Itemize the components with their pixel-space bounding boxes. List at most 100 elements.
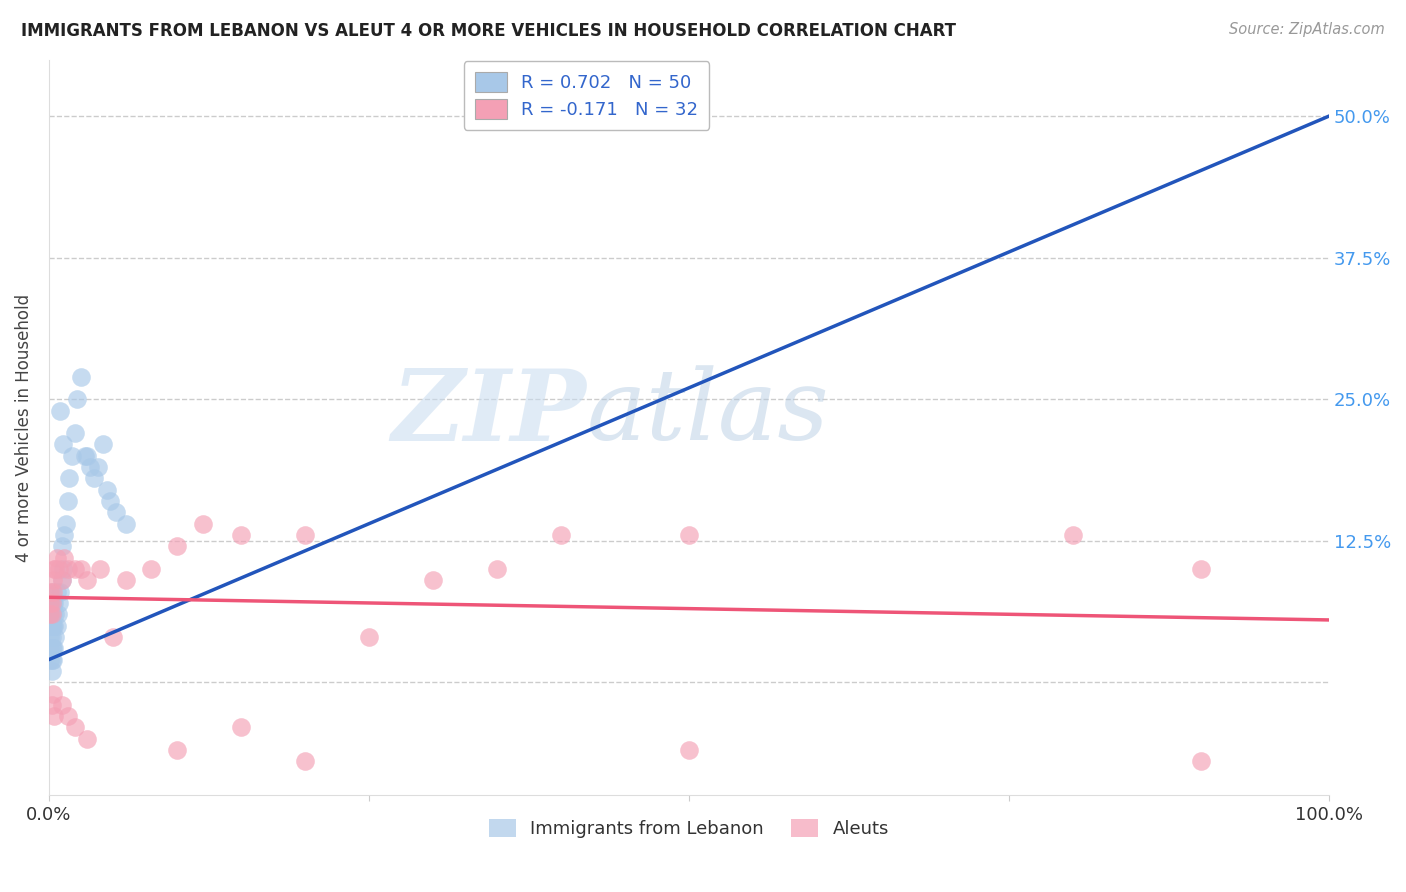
Point xyxy=(55,516,77,531)
Legend: Immigrants from Lebanon, Aleuts: Immigrants from Lebanon, Aleuts xyxy=(482,812,896,846)
Point xyxy=(294,755,316,769)
Y-axis label: 4 or more Vehicles in Household: 4 or more Vehicles in Household xyxy=(15,293,32,562)
Point xyxy=(229,721,252,735)
Point xyxy=(41,664,63,678)
Point xyxy=(100,494,122,508)
Point xyxy=(114,516,136,531)
Point xyxy=(44,607,66,622)
Point xyxy=(63,721,86,735)
Point xyxy=(229,528,252,542)
Point xyxy=(101,630,124,644)
Point xyxy=(48,596,70,610)
Point xyxy=(42,584,65,599)
Point xyxy=(42,596,65,610)
Text: Source: ZipAtlas.com: Source: ZipAtlas.com xyxy=(1229,22,1385,37)
Point xyxy=(41,596,63,610)
Point xyxy=(76,731,98,746)
Point xyxy=(76,449,98,463)
Point xyxy=(678,743,700,757)
Point xyxy=(70,562,93,576)
Point xyxy=(39,652,62,666)
Point xyxy=(56,494,79,508)
Point xyxy=(357,630,380,644)
Point xyxy=(83,471,105,485)
Point xyxy=(41,630,63,644)
Point xyxy=(42,618,65,632)
Point xyxy=(45,584,67,599)
Point xyxy=(104,505,127,519)
Point xyxy=(1189,755,1212,769)
Point xyxy=(52,437,75,451)
Point xyxy=(42,562,65,576)
Point xyxy=(48,562,70,576)
Point xyxy=(42,641,65,656)
Point xyxy=(41,607,63,622)
Text: IMMIGRANTS FROM LEBANON VS ALEUT 4 OR MORE VEHICLES IN HOUSEHOLD CORRELATION CHA: IMMIGRANTS FROM LEBANON VS ALEUT 4 OR MO… xyxy=(21,22,956,40)
Point xyxy=(63,426,86,441)
Point xyxy=(51,698,73,712)
Point xyxy=(70,369,93,384)
Point xyxy=(39,607,62,622)
Point xyxy=(51,574,73,588)
Point xyxy=(141,562,163,576)
Point xyxy=(42,641,65,656)
Point xyxy=(42,596,65,610)
Point xyxy=(76,574,98,588)
Point xyxy=(79,460,101,475)
Point xyxy=(89,562,111,576)
Point xyxy=(66,392,89,407)
Point xyxy=(44,562,66,576)
Point xyxy=(41,641,63,656)
Point xyxy=(41,698,63,712)
Point xyxy=(39,596,62,610)
Point xyxy=(678,528,700,542)
Point xyxy=(73,449,96,463)
Point xyxy=(60,449,83,463)
Point xyxy=(550,528,572,542)
Point xyxy=(41,652,63,666)
Point xyxy=(96,483,118,497)
Point xyxy=(86,460,108,475)
Point xyxy=(166,743,188,757)
Point xyxy=(45,550,67,565)
Point xyxy=(294,528,316,542)
Point xyxy=(39,607,62,622)
Point xyxy=(41,618,63,632)
Text: ZIP: ZIP xyxy=(391,365,586,461)
Point xyxy=(39,630,62,644)
Point xyxy=(42,574,65,588)
Point xyxy=(485,562,508,576)
Point xyxy=(1062,528,1084,542)
Point xyxy=(49,584,72,599)
Point xyxy=(51,574,73,588)
Point xyxy=(114,574,136,588)
Point xyxy=(41,607,63,622)
Point xyxy=(41,584,63,599)
Point xyxy=(58,471,80,485)
Point xyxy=(191,516,214,531)
Point xyxy=(51,540,73,554)
Point xyxy=(42,618,65,632)
Point xyxy=(422,574,444,588)
Point xyxy=(41,596,63,610)
Text: atlas: atlas xyxy=(586,365,830,460)
Point xyxy=(39,641,62,656)
Point xyxy=(53,550,76,565)
Point xyxy=(39,596,62,610)
Point xyxy=(42,709,65,723)
Point xyxy=(42,686,65,700)
Point xyxy=(56,709,79,723)
Point xyxy=(1189,562,1212,576)
Point xyxy=(39,618,62,632)
Point xyxy=(46,607,69,622)
Point xyxy=(56,562,79,576)
Point xyxy=(91,437,114,451)
Point xyxy=(53,528,76,542)
Point xyxy=(39,584,62,599)
Point xyxy=(45,618,67,632)
Point xyxy=(42,652,65,666)
Point xyxy=(52,562,75,576)
Point xyxy=(63,562,86,576)
Point xyxy=(49,403,72,417)
Point xyxy=(42,607,65,622)
